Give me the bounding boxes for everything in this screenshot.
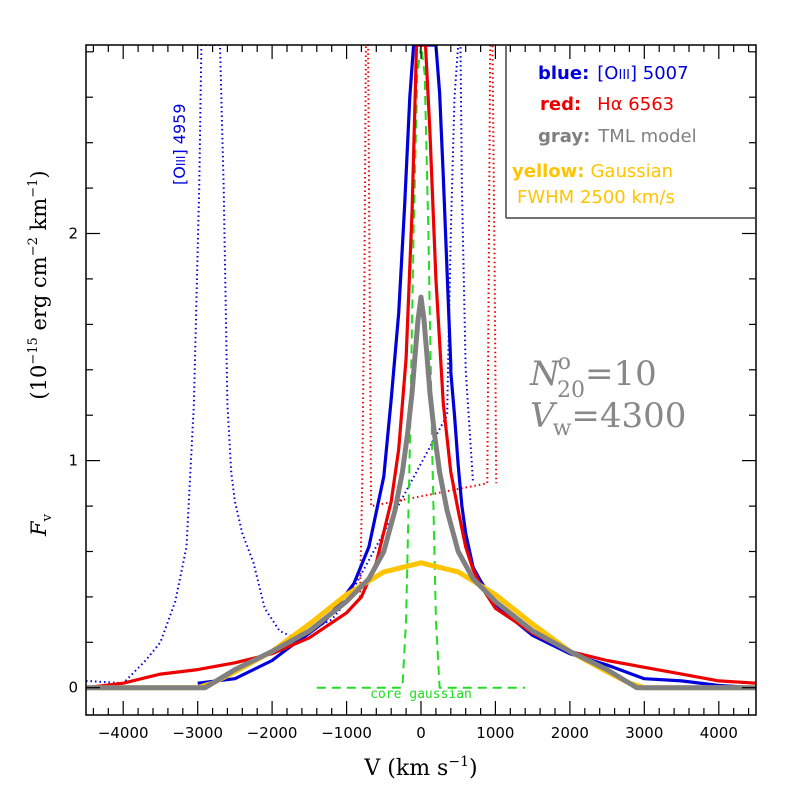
series-line-core-gaussian — [316, 45, 526, 689]
legend-entry-red: red: Hα 6563 — [540, 94, 674, 115]
legend-entry-fwhm: FWHM 2500 km/s — [517, 187, 675, 208]
legend-entry-blue: blue: [OIII] 5007 — [538, 63, 689, 84]
y-axis-label-units: (10−15 erg cm−2 km−1) — [26, 170, 51, 399]
x-axis-label: V (km s−1) — [363, 754, 477, 781]
legend: blue: [OIII] 5007 red: Hα 6563 gray: TML mo… — [505, 45, 756, 219]
x-tick-label: 2000 — [551, 724, 589, 742]
x-tick-label: 1000 — [476, 724, 514, 742]
series-line-oiii-4959-dotted — [86, 45, 475, 685]
x-tick-label: −1000 — [321, 724, 372, 742]
x-tick-label: 0 — [416, 724, 426, 742]
x-tick-label: −2000 — [247, 724, 298, 742]
annotation-vw: Vw=4300 — [530, 396, 686, 441]
annotation-o3-4959: [OIII] 4959 — [170, 103, 189, 185]
series-layer — [86, 45, 756, 691]
series-line-tml-model — [86, 294, 756, 691]
x-tick-label: −3000 — [172, 724, 223, 742]
y-tick-label: 0 — [68, 679, 78, 697]
annotation-core-gaussian: core gaussian — [370, 687, 472, 702]
x-tick-label: −4000 — [98, 724, 149, 742]
legend-entry-gray: gray: TML model — [538, 126, 697, 147]
legend-entry-yellow: yellow: Gaussian — [512, 161, 673, 182]
y-axis-label-f: Fv — [27, 513, 55, 537]
y-tick-label: 1 — [68, 452, 78, 470]
x-tick-label: 3000 — [625, 724, 663, 742]
tick-layer: −4000 −3000 −2000 −1000 0 1000 2000 3000 4000 0 1 2 — [68, 45, 756, 742]
annotation-n20: No 20=10 — [529, 350, 657, 403]
x-tick-label: 4000 — [700, 724, 738, 742]
y-tick-label: 2 — [68, 225, 78, 243]
